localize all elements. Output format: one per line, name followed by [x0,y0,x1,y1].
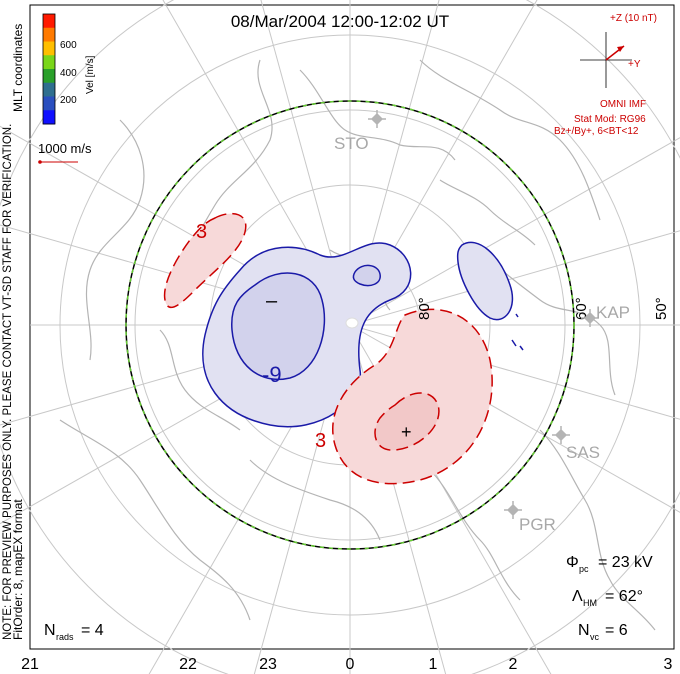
fit-order-label: FitOrder: 8, mapEX format [11,499,25,640]
nrads-symbol: N [44,622,56,639]
negative-fragments [511,313,524,351]
negative-inner-contour [231,272,326,381]
mlt-label-0: 0 [346,656,355,673]
stat-phi-pc: Φ pc = 23 kV [566,554,653,574]
radar-station-markers [368,110,599,519]
station-label-pgr: PGR [519,515,556,534]
lambda-sub: HM [583,598,597,608]
nvc-symbol: N [578,622,590,639]
positive-dusk-cell [163,212,247,309]
vel-tick-200: 200 [60,95,77,106]
mlt-label-22: 22 [179,656,197,673]
stat-n-vc: N vc = 6 [578,622,628,642]
potential-min-marker: – [266,290,278,312]
pole-marker [345,317,359,329]
stat-n-rads: N rads = 4 [44,622,104,642]
colorbar-segment [43,27,55,42]
phi-sub: pc [579,564,589,574]
velocity-colorbar [43,14,55,125]
phi-symbol: Φ [566,554,579,571]
velocity-colorbar-frame [42,13,56,125]
imf-stat-mod: Stat Mod: RG96 [574,114,646,125]
positive-inner-contour [374,392,440,451]
coastlines [59,59,656,631]
colorbar-segment [43,41,55,56]
vel-scale-label: Vel [m/s] [85,55,96,94]
colorbar-segment [43,96,55,111]
negative-small-contour [352,264,381,287]
mlt-label-3: 3 [664,656,673,673]
contour-label-positive: 3 [315,430,326,452]
ref-vector-label: 1000 m/s [38,141,92,156]
lat-label-80: 80° [416,297,433,320]
plot-frame [29,4,675,650]
colorbar-segment [43,82,55,97]
heppner-maynard-boundary-green [125,100,575,550]
lat-label-50: 50° [653,297,670,320]
mlt-label-21: 21 [21,656,39,673]
preview-note: NOTE: FOR PREVIEW PURPOSES ONLY. PLEASE … [2,124,14,640]
coords-label: MLT coordinates [11,24,25,112]
vel-tick-400: 400 [60,68,77,79]
mlt-axis: 21 22 23 0 1 2 3 [21,656,672,673]
imf-y-label: +Y [628,59,641,70]
imf-z-label: +Z (10 nT) [610,13,657,24]
colorbar-segment [43,14,55,29]
station-label-sto: STO [334,134,369,153]
station-label-kap: KAP [596,303,630,322]
colorbar-segment [43,55,55,70]
station-label-sas: SAS [566,443,600,462]
phi-value: = 23 kV [598,554,653,571]
lambda-value: = 62° [605,588,643,605]
nvc-value: = 6 [605,622,628,639]
map-title: 08/Mar/2004 12:00-12:02 UT [231,12,449,31]
stat-lambda-hm: Λ HM = 62° [572,588,643,608]
imf-source: OMNI IMF [600,99,646,110]
vel-tick-600: 600 [60,40,77,51]
nvc-sub: vc [590,632,600,642]
negative-dawn-cell [456,241,514,321]
lambda-symbol: Λ [572,588,583,605]
mlt-label-2: 2 [509,656,518,673]
colorbar-segment [43,69,55,84]
colorbar-segment [43,110,55,125]
contour-label-positive-dusk: 3 [196,221,207,243]
lat-label-60: 60° [573,297,590,320]
nrads-value: = 4 [81,622,104,639]
imf-condition: Bz+/By+, 6<BT<12 [554,126,639,137]
mlt-label-1: 1 [429,656,438,673]
contour-label-negative: -9 [262,362,282,387]
potential-max-marker: + [401,422,412,442]
imf-vector-head [617,46,624,52]
nrads-sub: rads [56,632,74,642]
mlt-label-23: 23 [259,656,277,673]
